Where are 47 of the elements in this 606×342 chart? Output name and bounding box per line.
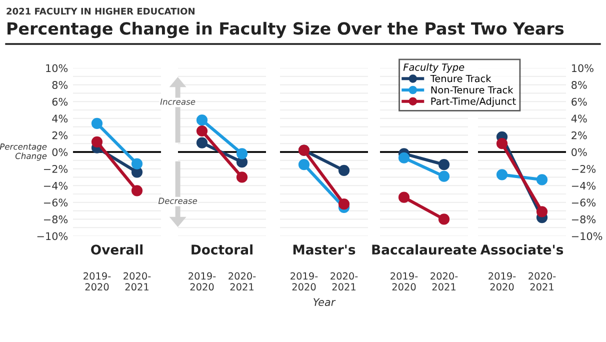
x-tick-label: 2019- 2020 [488,272,516,291]
x-axis-title: Year [314,298,336,306]
y-tick-label: −6% [572,198,596,207]
y-tick-label: 10% [572,64,594,72]
x-tick-label: 2019- 2020 [188,272,216,291]
legend-label: Part-Time/Adjunct [431,97,516,107]
y-tick-label: −6% [44,198,68,207]
x-tick-label: 2019- 2020 [290,272,318,291]
x-tick-label: 2019- 2020 [84,272,111,291]
x-tick-label: 2020- 2021 [228,272,256,291]
text: 2021 FACULTY IN HIGHER EDUCATION [6,8,194,15]
y-tick-label: 4% [571,114,587,123]
y-tick-label: 2% [572,131,587,140]
text: Doctoral [192,244,252,255]
y-tick-label: 10% [46,64,68,72]
y-tick-label: 2% [52,131,68,140]
text: Associate's [480,244,564,255]
legend-label: Tenure Track [430,74,492,82]
x-tick-label: 2020- 2021 [330,272,358,291]
y-tick-label: 8% [52,81,68,89]
annotation: Decrease [158,198,198,204]
y-axis-title: Percentage Change [0,144,47,161]
legend-title: Faculty Type [403,63,464,73]
y-tick-label: −4% [44,182,68,190]
y-tick-label: 0% [572,148,587,156]
text: Master's [293,244,356,255]
y-tick-label: −2% [572,165,596,173]
y-tick-label: −2% [44,165,68,173]
y-tick-label: −10% [572,232,602,240]
x-tick-label: 2020- 2021 [430,272,458,291]
x-tick-label: 2020- 2021 [528,272,556,291]
x-tick-label: 2019- 2020 [390,272,418,291]
text: Percentage Change in Faculty Size Over the Past Two Years [8,22,564,38]
y-tick-label: 6% [52,98,68,106]
text: Baccalaureate [372,244,476,255]
y-tick-label: −8% [44,215,68,224]
y-tick-label: 6% [572,98,587,106]
y-tick-label: −8% [572,215,596,224]
text: Overall [91,244,142,255]
x-tick-label: 2020- 2021 [124,272,151,291]
y-tick-label: 0% [52,148,68,156]
y-tick-label: −4% [572,182,596,190]
legend-label: Non-Tenure Track [431,86,514,94]
y-tick-label: −10% [37,232,68,240]
y-tick-label: 4% [52,114,68,123]
annotation: Increase [160,98,196,105]
y-tick-label: 8% [572,81,587,89]
